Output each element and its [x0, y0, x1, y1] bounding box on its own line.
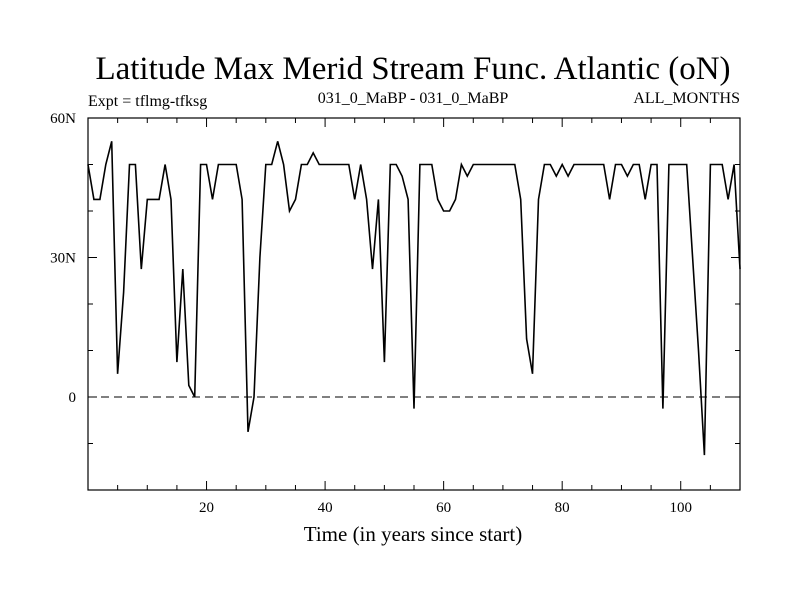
x-tick-label: 80 [555, 500, 570, 516]
plot-area: 20 40 60 80 100 0 30N 60N [50, 111, 741, 516]
y-tick-label: 0 [69, 390, 77, 406]
period-label: 031_0_MaBP - 031_0_MaBP [318, 90, 509, 107]
x-tick-label: 40 [318, 500, 333, 516]
x-tick-label: 60 [436, 500, 451, 516]
series-line [87, 141, 741, 456]
months-label: ALL_MONTHS [633, 90, 740, 107]
experiment-label: Expt = tflmg-tfksg [88, 93, 207, 110]
x-tick-label: 100 [669, 500, 692, 516]
chart-title: Latitude Max Merid Stream Func. Atlantic… [95, 51, 730, 87]
y-tick-label: 30N [50, 251, 76, 267]
plot-frame [87, 117, 741, 491]
x-axis-label: Time (in years since start) [304, 522, 523, 546]
y-tick-label: 60N [50, 111, 76, 127]
x-tick-label: 20 [199, 500, 214, 516]
